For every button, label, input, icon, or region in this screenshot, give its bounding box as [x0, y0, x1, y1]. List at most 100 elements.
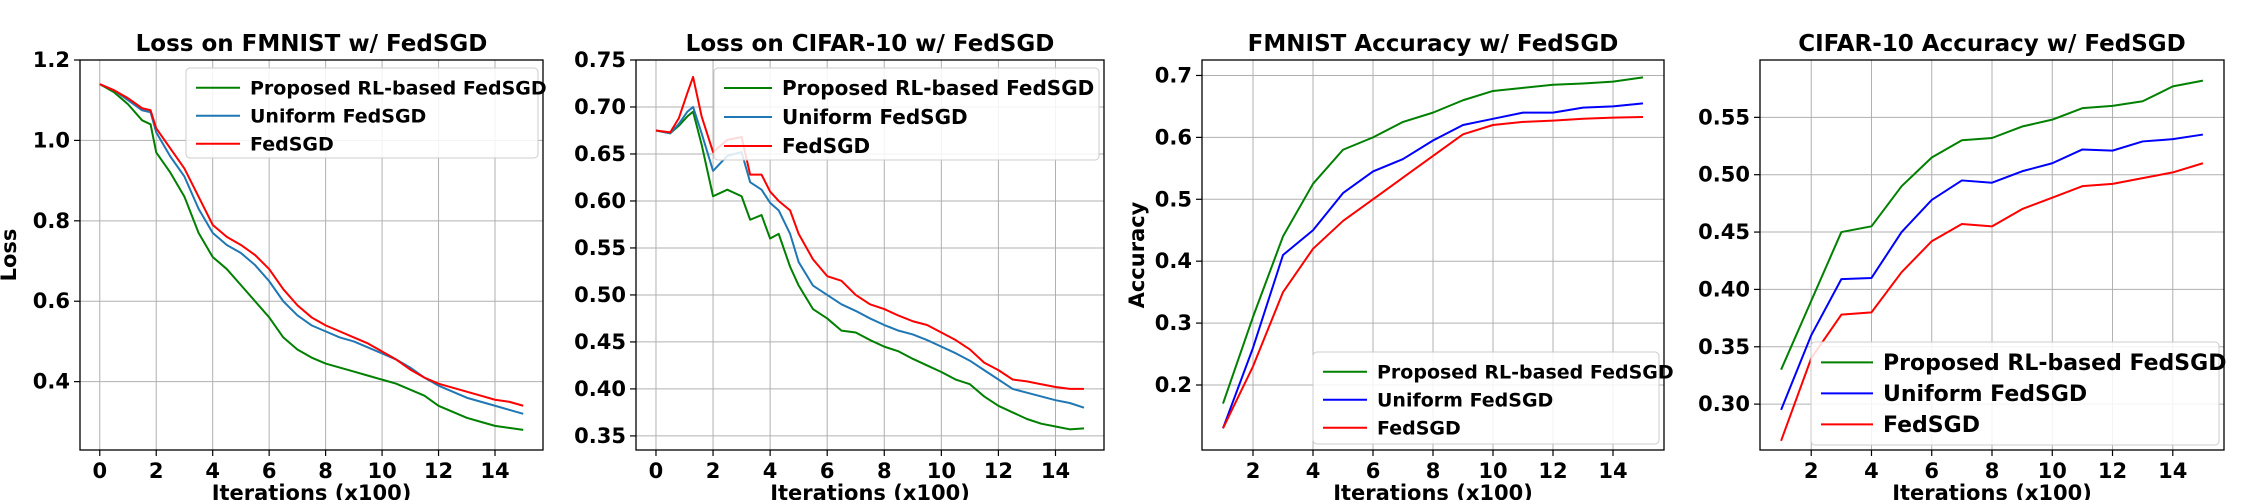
y-tick-label: 0.50: [574, 283, 626, 307]
legend: Proposed RL-based FedSGD Uniform FedSGD Fe…: [713, 67, 1100, 161]
y-tick-label: 0.45: [1698, 220, 1750, 244]
y-tick-label: 0.40: [574, 377, 626, 401]
legend-box: [1312, 351, 1660, 445]
chart-title: Loss on CIFAR-10 w/ FedSGD: [686, 31, 1055, 57]
x-axis-label: Iterations (x100): [1333, 481, 1533, 500]
series-line-proposed-rl-based-fedsgd: [99, 83, 524, 431]
x-tick-label: 10: [927, 459, 956, 483]
y-tick-label: 0.40: [1698, 277, 1750, 301]
y-tick-label: 0.50: [1698, 163, 1750, 187]
series-line-proposed-rl-based-fedsgd: [1780, 79, 2204, 371]
y-tick-label: 0.35: [1698, 335, 1750, 359]
x-tick-label: 2: [1246, 459, 1261, 483]
x-tick-label: 0: [92, 459, 107, 483]
y-tick-label: 0.4: [1155, 249, 1192, 273]
y-tick-label: 0.3: [1155, 311, 1192, 335]
chart-title: FMNIST Accuracy w/ FedSGD: [1248, 31, 1619, 57]
legend-label-fedsgd: FedSGD: [1377, 417, 1461, 439]
legend-label-fedsgd: FedSGD: [250, 133, 334, 155]
legend-label-uniform-fedsgd: Uniform FedSGD: [1883, 382, 2087, 407]
y-tick-label: 0.6: [33, 289, 70, 313]
series-line-uniform-fedsgd: [1780, 133, 2204, 411]
x-tick-label: 12: [2098, 459, 2127, 483]
series-line-fedsgd: [99, 83, 524, 407]
y-tick-label: 0.30: [1698, 392, 1750, 416]
legend-label-uniform-fedsgd: Uniform FedSGD: [782, 105, 968, 129]
plot-frame: [635, 59, 1105, 451]
legend-label-proposed-rl-based-fedsgd: Proposed RL-based FedSGD: [250, 77, 547, 99]
y-tick-label: 0.6: [1155, 125, 1192, 149]
legend-label-uniform-fedsgd: Uniform FedSGD: [1377, 389, 1553, 411]
plot-frame: [79, 59, 544, 451]
series-line-fedsgd: [655, 75, 1085, 390]
legend-box: [713, 67, 1100, 161]
y-tick-label: 1.2: [33, 48, 70, 72]
x-axis-label: Iterations (x100): [212, 481, 412, 500]
series-line-uniform-fedsgd: [655, 105, 1085, 409]
chart-title: CIFAR-10 Accuracy w/ FedSGD: [1798, 31, 2186, 57]
legend-label-proposed-rl-based-fedsgd: Proposed RL-based FedSGD: [1377, 361, 1674, 383]
legend-label-fedsgd: FedSGD: [1883, 413, 1980, 438]
y-tick-label: 0.8: [33, 209, 70, 233]
x-axis-label: Iterations (x100): [770, 481, 970, 500]
y-tick-label: 0.4: [33, 370, 70, 394]
x-tick-label: 6: [1924, 459, 1939, 483]
legend-label-proposed-rl-based-fedsgd: Proposed RL-based FedSGD: [782, 76, 1094, 100]
y-tick-label: 0.2: [1155, 373, 1192, 397]
x-tick-label: 4: [1306, 459, 1321, 483]
y-tick-label: 0.5: [1155, 187, 1192, 211]
y-tick-label: 0.55: [574, 236, 626, 260]
y-tick-label: 0.60: [574, 189, 626, 213]
y-tick-label: 0.70: [574, 95, 626, 119]
y-tick-label: 0.35: [574, 424, 626, 448]
y-tick-label: 0.7: [1155, 63, 1192, 87]
x-tick-label: 10: [2038, 459, 2067, 483]
chart-panel-1: 0 2 4 6 8 10 12 14 0.4 0.6 0.8 1.0 1.2 Loss on FMNIST…: [0, 31, 547, 500]
series-line-uniform-fedsgd: [1222, 102, 1644, 429]
x-tick-label: 10: [367, 459, 396, 483]
x-tick-label: 14: [1598, 459, 1627, 483]
x-tick-label: 8: [1426, 459, 1441, 483]
y-tick-label: 0.65: [574, 142, 626, 166]
x-tick-label: 6: [262, 459, 277, 483]
legend-label-uniform-fedsgd: Uniform FedSGD: [250, 105, 426, 127]
x-tick-label: 12: [1538, 459, 1567, 483]
x-tick-label: 14: [2158, 459, 2187, 483]
x-tick-label: 8: [877, 459, 892, 483]
legend: Proposed RL-based FedSGD Uniform FedSGD Fe…: [185, 67, 547, 159]
y-tick-label: 0.55: [1698, 105, 1750, 129]
legend: Proposed RL-based FedSGD Uniform FedSGD Fe…: [1312, 351, 1674, 445]
x-tick-label: 4: [205, 459, 220, 483]
chart-panel-3: 2 4 6 8 10 12 14 0.2 0.3 0.4 0.5 0.6 0.7 FMNIST Accur…: [1125, 31, 1674, 500]
x-tick-label: 12: [984, 459, 1013, 483]
chart-title: Loss on FMNIST w/ FedSGD: [136, 31, 488, 57]
y-tick-label: 1.0: [33, 128, 70, 152]
legend-label-proposed-rl-based-fedsgd: Proposed RL-based FedSGD: [1883, 351, 2226, 376]
x-tick-label: 8: [1985, 459, 2000, 483]
series-line-fedsgd: [1780, 162, 2204, 442]
series-line-proposed-rl-based-fedsgd: [655, 110, 1085, 431]
legend-box: [185, 67, 539, 159]
x-axis-label: Iterations (x100): [1892, 481, 2092, 500]
legend-box: [1810, 341, 2220, 446]
chart-panel-4: 2 4 6 8 10 12 14 0.30 0.35 0.40 0.45 0.50 0.55 CIFAR-…: [1698, 31, 2226, 500]
x-tick-label: 2: [1804, 459, 1819, 483]
x-tick-label: 6: [820, 459, 835, 483]
x-tick-label: 10: [1478, 459, 1507, 483]
series-line-uniform-fedsgd: [99, 83, 524, 415]
y-tick-label: 0.75: [574, 48, 626, 72]
x-tick-label: 14: [480, 459, 509, 483]
x-tick-label: 14: [1041, 459, 1070, 483]
y-axis-label: Loss: [0, 229, 21, 282]
legend: Proposed RL-based FedSGD Uniform FedSGD Fe…: [1810, 341, 2226, 446]
x-tick-label: 4: [763, 459, 778, 483]
x-tick-label: 8: [318, 459, 333, 483]
legend-label-fedsgd: FedSGD: [782, 134, 870, 158]
chart-panel-2: 0 2 4 6 8 10 12 14 0.35 0.40 0.45 0.50 0.55 0.60 0.65 0…: [574, 31, 1105, 500]
x-tick-label: 4: [1864, 459, 1879, 483]
x-tick-label: 12: [424, 459, 453, 483]
y-tick-label: 0.45: [574, 330, 626, 354]
series-line-proposed-rl-based-fedsgd: [1222, 76, 1644, 404]
x-tick-label: 0: [649, 459, 664, 483]
